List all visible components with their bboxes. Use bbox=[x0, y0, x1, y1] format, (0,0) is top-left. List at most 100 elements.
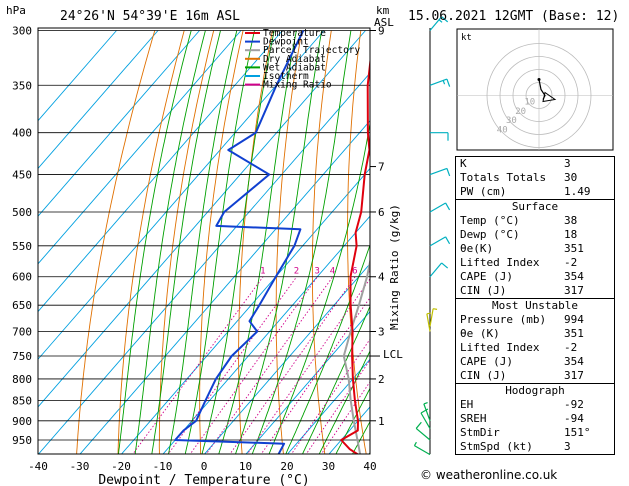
wind-barb bbox=[429, 16, 443, 31]
mixing-ratio-line bbox=[246, 278, 370, 454]
wind-barb-flag bbox=[433, 308, 438, 310]
km-tick-label: 6 bbox=[378, 206, 385, 219]
pressure-tick-label: 900 bbox=[12, 415, 32, 428]
wind-barb-flag bbox=[438, 19, 443, 23]
wind-barb-flag bbox=[415, 421, 422, 429]
wet-adiabat-line bbox=[318, 350, 370, 454]
pressure-tick-label: 550 bbox=[12, 240, 32, 253]
wind-barb-flag bbox=[426, 312, 431, 315]
isotherm-line bbox=[38, 30, 159, 170]
legend-label: Mixing Ratio bbox=[263, 80, 332, 91]
hodograph-ring-label: 10 bbox=[524, 98, 535, 108]
isotherm-line bbox=[79, 120, 370, 454]
mixing-ratio-line bbox=[229, 276, 356, 454]
isotherm-line bbox=[38, 30, 200, 217]
legend-label: Temperature bbox=[263, 28, 326, 39]
mixing-ratio-tick-label: 6 bbox=[352, 267, 357, 277]
km-tick-label: 2 bbox=[378, 373, 385, 386]
hodograph-kt-label: kt bbox=[461, 33, 472, 43]
wind-barb-flag bbox=[445, 236, 451, 245]
lcl-label: LCL bbox=[383, 348, 403, 361]
isotherm-line bbox=[38, 72, 370, 454]
most-unstable-row: CAPE (J) 354 bbox=[460, 355, 584, 368]
wind-barb-flag bbox=[420, 408, 429, 414]
most-unstable-title: Most Unstable bbox=[456, 298, 614, 313]
index-row-pw: PW (cm) 1.49 bbox=[460, 185, 591, 198]
wind-barb bbox=[429, 236, 446, 247]
most-unstable-row: Pressure (mb) 994 bbox=[460, 313, 584, 326]
wind-barb bbox=[420, 412, 431, 429]
surface-row: θe(K) 351 bbox=[460, 242, 584, 255]
wind-barb bbox=[415, 427, 431, 441]
hodograph-table-row: EH -92 bbox=[460, 398, 584, 411]
surface-title: Surface bbox=[456, 199, 614, 214]
isotherm-line bbox=[38, 30, 242, 265]
mixing-ratio-tick-label: 2 bbox=[294, 267, 299, 277]
pressure-tick-label: 750 bbox=[12, 350, 32, 363]
mixing-ratio-tick-label: 1 bbox=[260, 267, 265, 277]
hodograph-frame bbox=[456, 28, 614, 151]
hodograph-ring-label: 20 bbox=[515, 107, 526, 117]
isotherm-line bbox=[120, 167, 370, 454]
pressure-tick-label: 400 bbox=[12, 127, 32, 140]
wind-barb-flag bbox=[423, 401, 428, 405]
legend-label: Parcel Trajectory bbox=[263, 45, 361, 56]
pressure-tick-label: 450 bbox=[12, 169, 32, 182]
dry-adiabat-line bbox=[238, 30, 273, 454]
pressure-tick-label: 650 bbox=[12, 299, 32, 312]
most-unstable-row: Lifted Index -2 bbox=[460, 341, 578, 354]
dry-adiabat-line bbox=[311, 30, 332, 454]
temperature-tick-label: -20 bbox=[111, 460, 131, 473]
parcel-trajectory-line bbox=[342, 256, 370, 454]
hodograph-point bbox=[537, 78, 541, 81]
asl-label: ASL bbox=[374, 16, 394, 29]
wind-barb-flag bbox=[441, 262, 449, 269]
surface-row: Dewp (°C) 18 bbox=[460, 228, 578, 241]
pressure-tick-label: 700 bbox=[12, 326, 32, 339]
location-title: 24°26'N 54°39'E 16m ASL bbox=[60, 9, 240, 24]
surface-row: CIN (J) 317 bbox=[460, 284, 584, 297]
wet-adiabat-line bbox=[251, 30, 352, 454]
copyright-footer: © weatheronline.co.uk bbox=[420, 468, 558, 482]
dewpoint-line bbox=[174, 30, 305, 454]
x-axis-label: Dewpoint / Temperature (°C) bbox=[98, 473, 309, 486]
wind-barb bbox=[429, 308, 434, 327]
hodograph-ring-label: 40 bbox=[497, 125, 508, 135]
wind-barb-flag bbox=[446, 78, 451, 87]
pressure-tick-label: 800 bbox=[12, 373, 32, 386]
km-tick-label: 1 bbox=[378, 415, 385, 428]
hodograph-table-row: StmSpd (kt) 3 bbox=[460, 440, 571, 453]
wind-barb bbox=[429, 167, 448, 176]
km-tick-label: 7 bbox=[378, 161, 385, 174]
pressure-tick-label: 500 bbox=[12, 206, 32, 219]
pressure-tick-label: 300 bbox=[12, 25, 32, 38]
surface-row: CAPE (J) 354 bbox=[460, 270, 584, 283]
mixing-ratio-tick-label: 20 bbox=[424, 267, 435, 277]
hodograph-table-row: StmDir 151° bbox=[460, 426, 591, 439]
isotherm-line bbox=[286, 358, 370, 454]
km-tick-label: 9 bbox=[378, 25, 385, 38]
wind-barb-flag bbox=[446, 168, 451, 177]
most-unstable-row: θe (K) 351 bbox=[460, 327, 584, 340]
mixing-ratio-tick-label: 16 bbox=[410, 267, 421, 277]
isotherm-line bbox=[245, 310, 370, 454]
wind-barb bbox=[414, 445, 431, 456]
mixing-ratio-line bbox=[320, 380, 370, 454]
wet-adiabat-line bbox=[201, 30, 275, 454]
wind-barb bbox=[429, 202, 446, 213]
most-unstable-row: CIN (J) 317 bbox=[460, 369, 584, 382]
isotherm-line bbox=[38, 30, 283, 313]
temperature-tick-label: 30 bbox=[322, 460, 335, 473]
legend-label: Dewpoint bbox=[263, 37, 309, 48]
wind-barb-flag bbox=[413, 441, 417, 446]
temperature-tick-label: 10 bbox=[239, 460, 252, 473]
pressure-tick-label: 850 bbox=[12, 394, 32, 407]
temperature-tick-label: -40 bbox=[28, 460, 48, 473]
wet-adiabat-line bbox=[184, 30, 255, 454]
hodograph-table-title: Hodograph bbox=[456, 383, 614, 398]
hpa-label: hPa bbox=[6, 4, 26, 17]
